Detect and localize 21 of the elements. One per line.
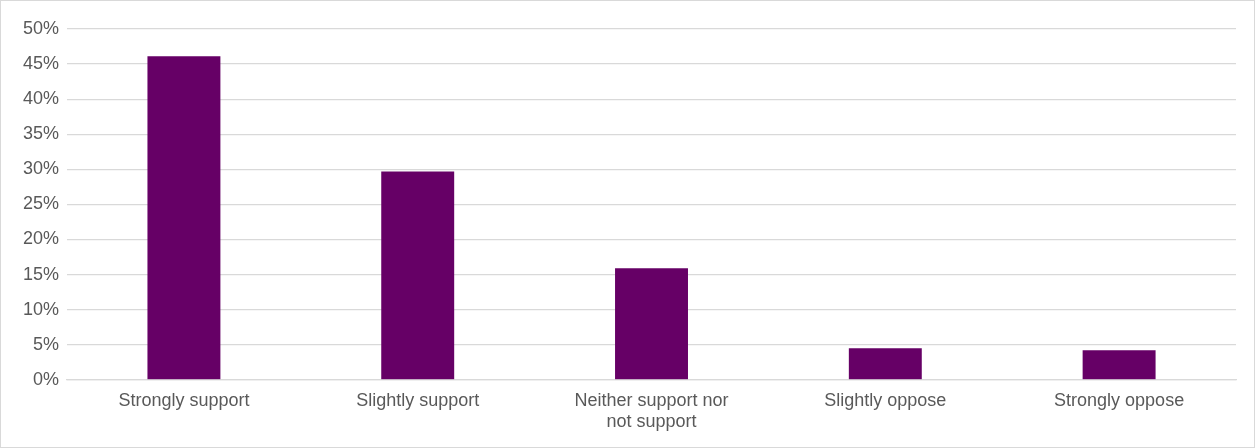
y-tick-label: 5% [33,333,60,354]
x-tick-label: Strongly support [118,389,250,410]
y-tick-label: 45% [23,53,60,74]
x-tick-label: Neither support nor not support [574,389,729,432]
y-tick-label: 10% [23,298,60,319]
bar [848,348,922,380]
bar [381,171,455,380]
x-tick-label: Slightly support [356,389,480,410]
y-tick-label: 25% [23,193,60,214]
y-tick-label: 30% [23,158,60,179]
y-tick-label: 35% [23,123,60,144]
bar [147,56,221,380]
y-tick-label: 0% [33,368,60,389]
y-tick-label: 15% [23,263,60,284]
y-tick-label: 40% [23,88,60,109]
y-tick-label: 50% [23,17,60,38]
y-tick-label: 20% [23,228,60,249]
bar [1082,350,1156,380]
x-tick-label: Slightly oppose [824,389,947,410]
bar [615,268,688,380]
x-tick-label: Strongly oppose [1054,389,1185,410]
